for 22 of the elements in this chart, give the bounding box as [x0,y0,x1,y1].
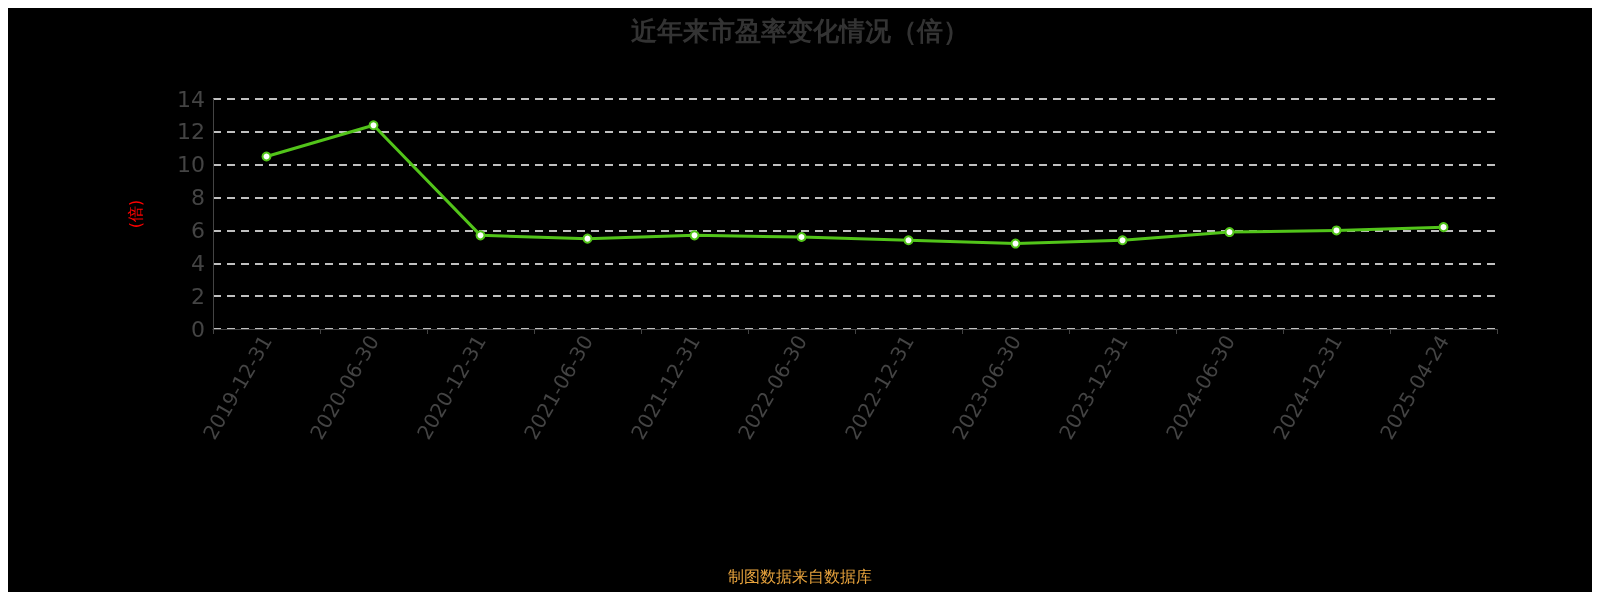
point [1331,225,1342,236]
point [1010,238,1021,249]
point [689,230,700,241]
point [1438,222,1449,233]
y-tick-label: 8 [191,185,205,211]
point [582,233,593,244]
point [903,235,914,246]
point [796,232,807,242]
y-tick-label: 14 [177,86,205,112]
y-tick-label: 0 [191,316,205,342]
point [1117,235,1128,246]
point [368,120,379,131]
y-tick-label: 10 [177,152,205,178]
y-tick-label: 12 [177,119,205,145]
text: 制图数据来自数据库 [728,566,872,586]
point [475,230,486,241]
y-axis-title: (倍) [125,199,145,229]
y-tick-label: 4 [191,250,205,276]
y-tick-label: 6 [191,217,205,243]
point [261,151,272,162]
point [1224,227,1235,238]
y-tick-label: 2 [191,283,205,309]
